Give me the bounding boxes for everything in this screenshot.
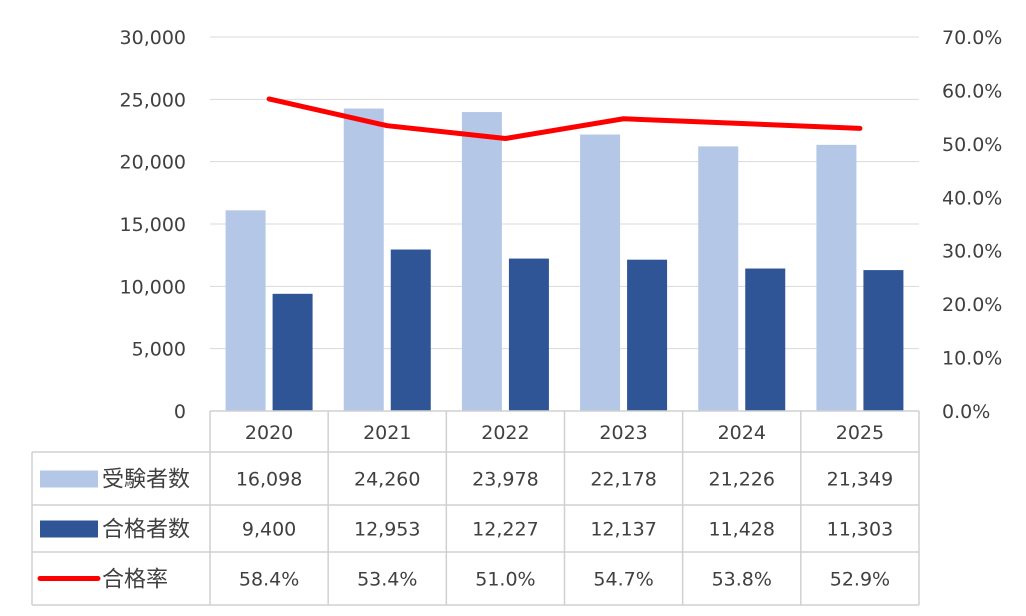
bar-合格者数-2020 xyxy=(272,293,313,411)
bar-受験者数-2022 xyxy=(461,112,502,411)
right-axis-tick-label: 60.0% xyxy=(942,80,1002,102)
bar-合格者数-2022 xyxy=(508,258,549,411)
legend-key-受験者数 xyxy=(40,470,98,488)
bar-合格者数-2024 xyxy=(745,268,786,411)
table-cell-value: 12,953 xyxy=(354,519,420,541)
left-axis-tick-label: 10,000 xyxy=(120,276,186,298)
category-label: 2021 xyxy=(363,422,411,444)
table-cell-value: 21,349 xyxy=(827,469,893,491)
data-table: 2020 2021 2022 2023 2024 2025 受験者数 16,098 24,260… xyxy=(31,410,920,606)
table-cell-value: 53.8% xyxy=(712,569,772,591)
left-axis-tick-label: 15,000 xyxy=(120,214,186,236)
table-cell-value: 23,978 xyxy=(472,469,538,491)
table-cell-value: 12,137 xyxy=(590,519,656,541)
axes: 0 5,000 10,000 15,000 20,000 25,000 30,000 0.0%… xyxy=(120,27,1003,423)
gridlines xyxy=(210,36,919,350)
table-cell-value: 58.4% xyxy=(239,569,299,591)
legend-label: 合格者数 xyxy=(102,518,190,543)
left-axis-tick-label: 0 xyxy=(174,401,186,423)
table-cell-value: 11,303 xyxy=(827,519,893,541)
table-cell-value: 16,098 xyxy=(236,469,302,491)
table-cell-value: 9,400 xyxy=(242,519,296,541)
table-cell-value: 11,428 xyxy=(709,519,775,541)
left-axis-tick-label: 30,000 xyxy=(120,27,186,49)
category-label: 2020 xyxy=(245,422,293,444)
bar-受験者数-2020 xyxy=(225,210,266,411)
category-label: 2022 xyxy=(481,422,529,444)
category-label: 2025 xyxy=(836,422,884,444)
category-label: 2024 xyxy=(718,422,766,444)
legend-label: 合格率 xyxy=(102,568,168,593)
left-axis-tick-label: 20,000 xyxy=(120,152,186,174)
legend-label: 受験者数 xyxy=(102,468,190,493)
table-cell-value: 21,226 xyxy=(709,469,775,491)
table-cell-value: 51.0% xyxy=(475,569,535,591)
legend-key-合格者数 xyxy=(40,520,98,538)
line-合格率 xyxy=(266,96,863,142)
right-axis-tick-label: 20.0% xyxy=(942,294,1002,316)
bar-合格者数-2021 xyxy=(390,249,431,411)
right-axis-tick-label: 70.0% xyxy=(942,27,1002,49)
bar-受験者数-2021 xyxy=(343,108,384,412)
table-cell-value: 53.4% xyxy=(357,569,417,591)
bars xyxy=(225,108,904,412)
right-axis-tick-label: 10.0% xyxy=(942,348,1002,370)
left-axis-tick-label: 5,000 xyxy=(132,339,186,361)
table-cell-value: 22,178 xyxy=(590,469,656,491)
rate-line xyxy=(266,96,863,142)
table-cell-value: 52.9% xyxy=(830,569,890,591)
bar-受験者数-2023 xyxy=(580,134,621,411)
category-label: 2023 xyxy=(599,422,647,444)
right-axis-tick-label: 0.0% xyxy=(942,401,990,423)
right-axis-tick-label: 40.0% xyxy=(942,187,1002,209)
bar-受験者数-2024 xyxy=(698,146,739,411)
left-axis-tick-label: 25,000 xyxy=(120,89,186,111)
bar-合格者数-2023 xyxy=(627,259,668,411)
bar-合格者数-2025 xyxy=(863,270,904,411)
bar-受験者数-2025 xyxy=(816,144,857,412)
table-cell-value: 54.7% xyxy=(593,569,653,591)
table-cell-value: 24,260 xyxy=(354,469,420,491)
table-cell-value: 12,227 xyxy=(472,519,538,541)
right-axis-tick-label: 50.0% xyxy=(942,134,1002,156)
right-axis-tick-label: 30.0% xyxy=(942,241,1002,263)
